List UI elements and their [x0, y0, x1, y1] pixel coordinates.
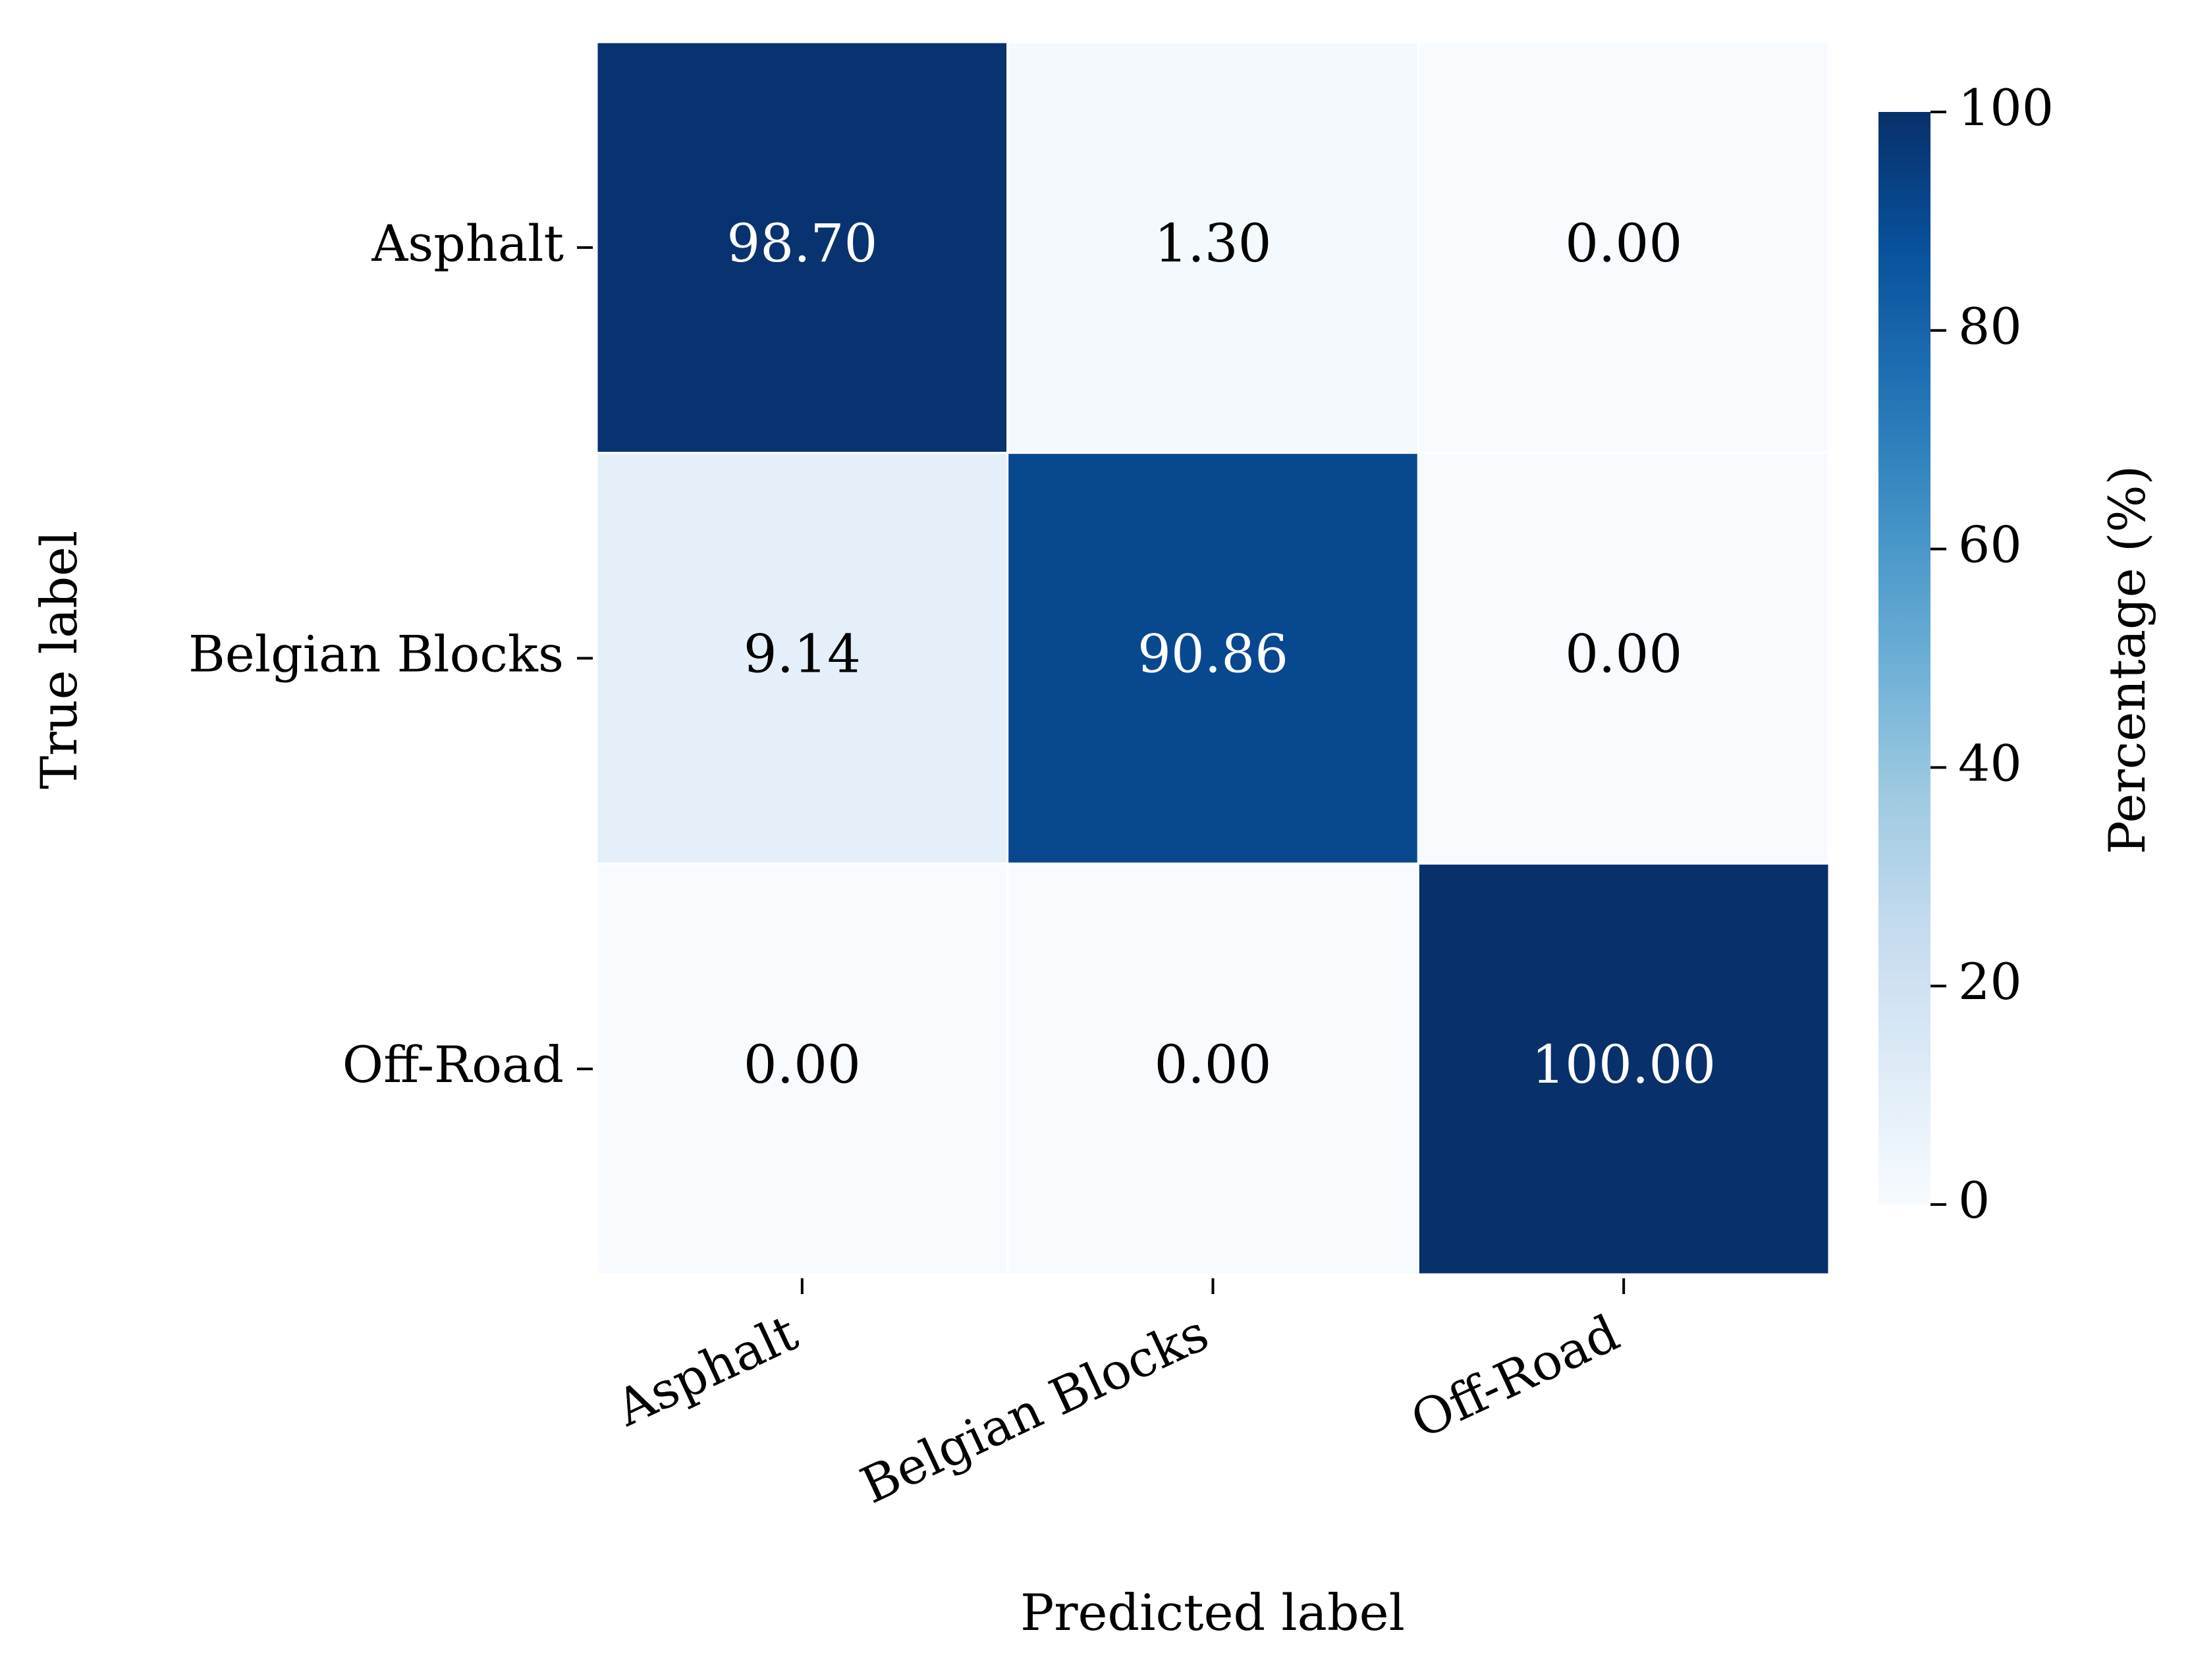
cell — [1417, 41, 1830, 454]
cell — [1006, 41, 1419, 454]
colorbar-tick-label: 0 — [1958, 1171, 1990, 1230]
cell — [595, 452, 1009, 865]
cell-label: 0.00 — [1565, 213, 1682, 274]
cell-label: 0.00 — [1154, 1034, 1271, 1095]
colorbar-tick-label: 20 — [1958, 952, 2022, 1011]
colorbar-tick-label: 60 — [1958, 516, 2022, 574]
cell — [1417, 452, 1830, 865]
colorbar-tick-label: 40 — [1958, 734, 2022, 792]
cell — [1006, 862, 1419, 1276]
x-tick-label: Belgian Blocks — [852, 1303, 1217, 1515]
cell — [595, 41, 1009, 454]
y-axis-title: True label — [30, 531, 88, 790]
cell-label: 90.86 — [1137, 624, 1288, 685]
x-tick-label: Off-Road — [1402, 1303, 1628, 1450]
colorbar-tick-label: 100 — [1958, 78, 2054, 137]
colorbar — [1878, 112, 1930, 1205]
x-axis-title: Predicted label — [1020, 1583, 1405, 1642]
cell-label: 0.00 — [1565, 624, 1682, 685]
colorbar-tick-label: 80 — [1958, 297, 2022, 356]
cell-label: 9.14 — [744, 624, 861, 685]
cell-label: 1.30 — [1154, 213, 1271, 274]
cell — [595, 862, 1009, 1276]
cell-label: 0.00 — [744, 1034, 861, 1095]
y-tick-label: Asphalt — [371, 214, 564, 273]
y-tick-label: Off-Road — [342, 1035, 564, 1094]
y-tick-label: Belgian Blocks — [188, 625, 564, 684]
cell-label: 100.00 — [1531, 1034, 1716, 1095]
cell — [1006, 452, 1419, 865]
x-tick-label: Asphalt — [607, 1303, 806, 1438]
cell — [1417, 862, 1830, 1276]
cell-label: 98.70 — [726, 213, 877, 274]
colorbar-title: Percentage (%) — [2098, 466, 2156, 855]
